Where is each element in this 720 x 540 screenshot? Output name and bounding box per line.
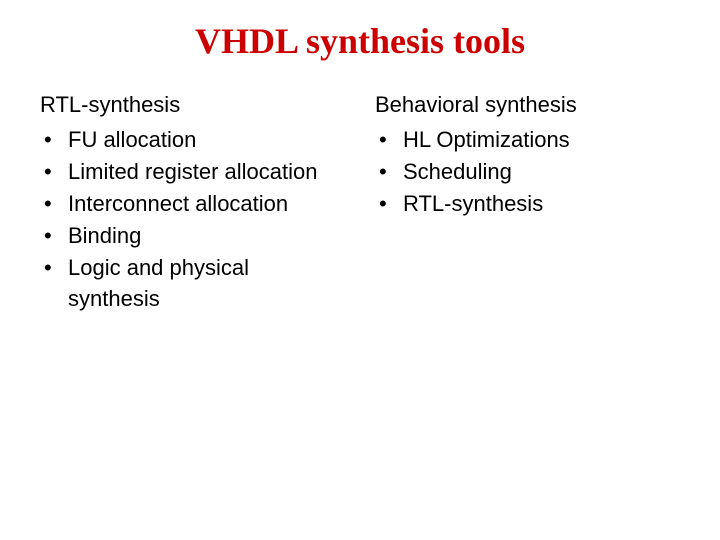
right-list: HL Optimizations Scheduling RTL-synthesi…: [375, 124, 680, 220]
left-heading: RTL-synthesis: [40, 92, 345, 118]
list-item: RTL-synthesis: [375, 188, 680, 220]
list-item: Scheduling: [375, 156, 680, 188]
right-column: Behavioral synthesis HL Optimizations Sc…: [375, 92, 680, 315]
list-item: Binding: [40, 220, 345, 252]
list-item: HL Optimizations: [375, 124, 680, 156]
list-item: Limited register allocation: [40, 156, 345, 188]
columns-container: RTL-synthesis FU allocation Limited regi…: [40, 92, 680, 315]
left-column: RTL-synthesis FU allocation Limited regi…: [40, 92, 345, 315]
list-item: Logic and physical synthesis: [40, 252, 345, 316]
list-item: FU allocation: [40, 124, 345, 156]
list-item: Interconnect allocation: [40, 188, 345, 220]
right-heading: Behavioral synthesis: [375, 92, 680, 118]
page-title: VHDL synthesis tools: [40, 20, 680, 62]
left-list: FU allocation Limited register allocatio…: [40, 124, 345, 315]
